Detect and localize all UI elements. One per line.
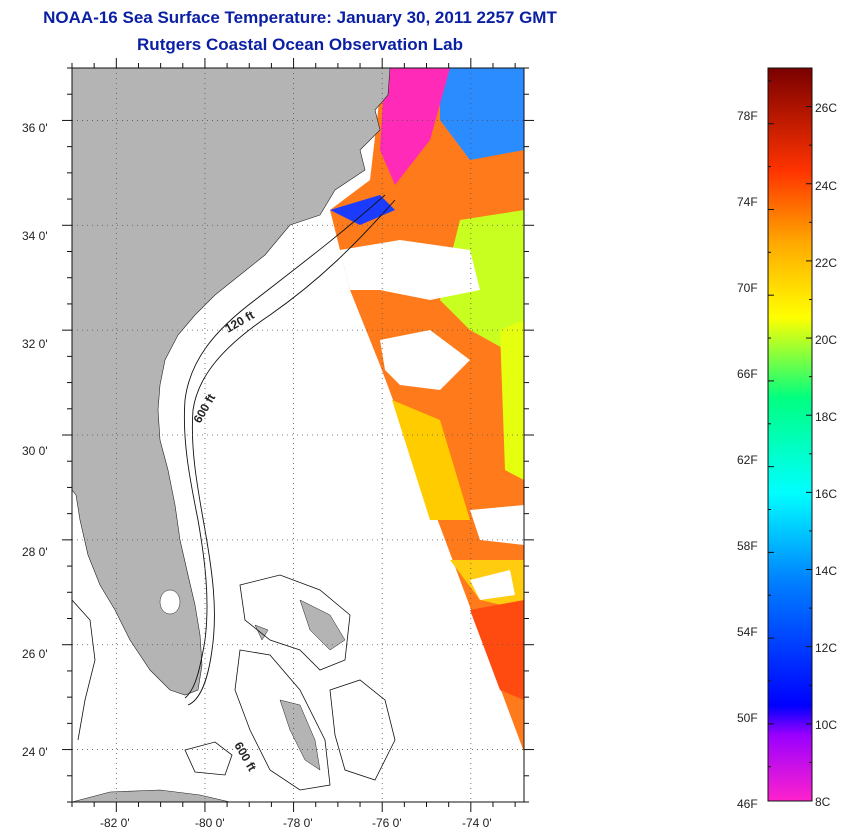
cb-f-70: 70F: [737, 281, 758, 295]
lon-label-78: -78 0': [283, 816, 313, 830]
cb-c-18: 18C: [815, 410, 837, 424]
lat-label-36: 36 0': [22, 121, 48, 135]
lon-tick-labels: -82 0' -80 0' -78 0' -76 0' -74 0': [100, 816, 492, 830]
lon-label-82: -82 0': [100, 816, 130, 830]
lat-label-28: 28 0': [22, 545, 48, 559]
cb-f-58: 58F: [737, 539, 758, 553]
colorbar-fahrenheit-labels: 78F 74F 70F 66F 62F 58F 54F 50F 46F: [737, 109, 758, 811]
land-bahamas-3: [254, 624, 269, 641]
land-us-east-coast: [72, 68, 391, 696]
cb-f-74: 74F: [737, 195, 758, 209]
contour-florida-west: [72, 599, 96, 741]
cb-c-24: 24C: [815, 179, 837, 193]
map-grid: [72, 68, 524, 802]
contour-600ft: [187, 199, 396, 706]
contour-bahamas-4: [184, 741, 233, 776]
lon-label-80: -80 0': [195, 816, 225, 830]
map-subtitle: Rutgers Coastal Ocean Observation Lab: [137, 35, 463, 54]
cb-c-10: 10C: [815, 718, 837, 732]
lon-label-76: -76 0': [372, 816, 402, 830]
contour-bahamas-2: [234, 649, 331, 791]
cb-c-8: 8C: [815, 795, 831, 809]
cb-c-14: 14C: [815, 564, 837, 578]
contour-bahamas: [239, 574, 351, 671]
cb-f-50: 50F: [737, 711, 758, 725]
lat-tick-labels: 36 0' 34 0' 32 0' 30 0' 28 0' 26 0' 24 0…: [22, 121, 48, 759]
cb-c-12: 12C: [815, 641, 837, 655]
lat-label-32: 32 0': [22, 337, 48, 351]
colorbar-ticks: [768, 80, 812, 802]
map-title: NOAA-16 Sea Surface Temperature: January…: [43, 8, 557, 27]
lon-label-74: -74 0': [462, 816, 492, 830]
colorbar: [767, 67, 813, 802]
cb-c-16: 16C: [815, 487, 837, 501]
cb-c-22: 22C: [815, 256, 837, 270]
cb-c-26: 26C: [815, 101, 837, 115]
lat-label-24: 24 0': [22, 745, 48, 759]
lat-label-34: 34 0': [22, 229, 48, 243]
cb-c-20: 20C: [815, 333, 837, 347]
cb-f-62: 62F: [737, 453, 758, 467]
sst-swath: [330, 68, 524, 752]
colorbar-celsius-labels: 26C 24C 22C 20C 18C 16C 14C 12C 10C 8C: [815, 101, 837, 809]
cb-f-66: 66F: [737, 367, 758, 381]
contour-bahamas-3: [329, 679, 396, 781]
land-cuba: [72, 789, 231, 802]
land-bahamas-2: [279, 699, 321, 771]
lat-label-26: 26 0': [22, 647, 48, 661]
cb-f-46: 46F: [737, 797, 758, 811]
cb-f-78: 78F: [737, 109, 758, 123]
map-axis-ticks: [62, 58, 534, 812]
lat-label-30: 30 0': [22, 444, 48, 458]
cb-f-54: 54F: [737, 625, 758, 639]
